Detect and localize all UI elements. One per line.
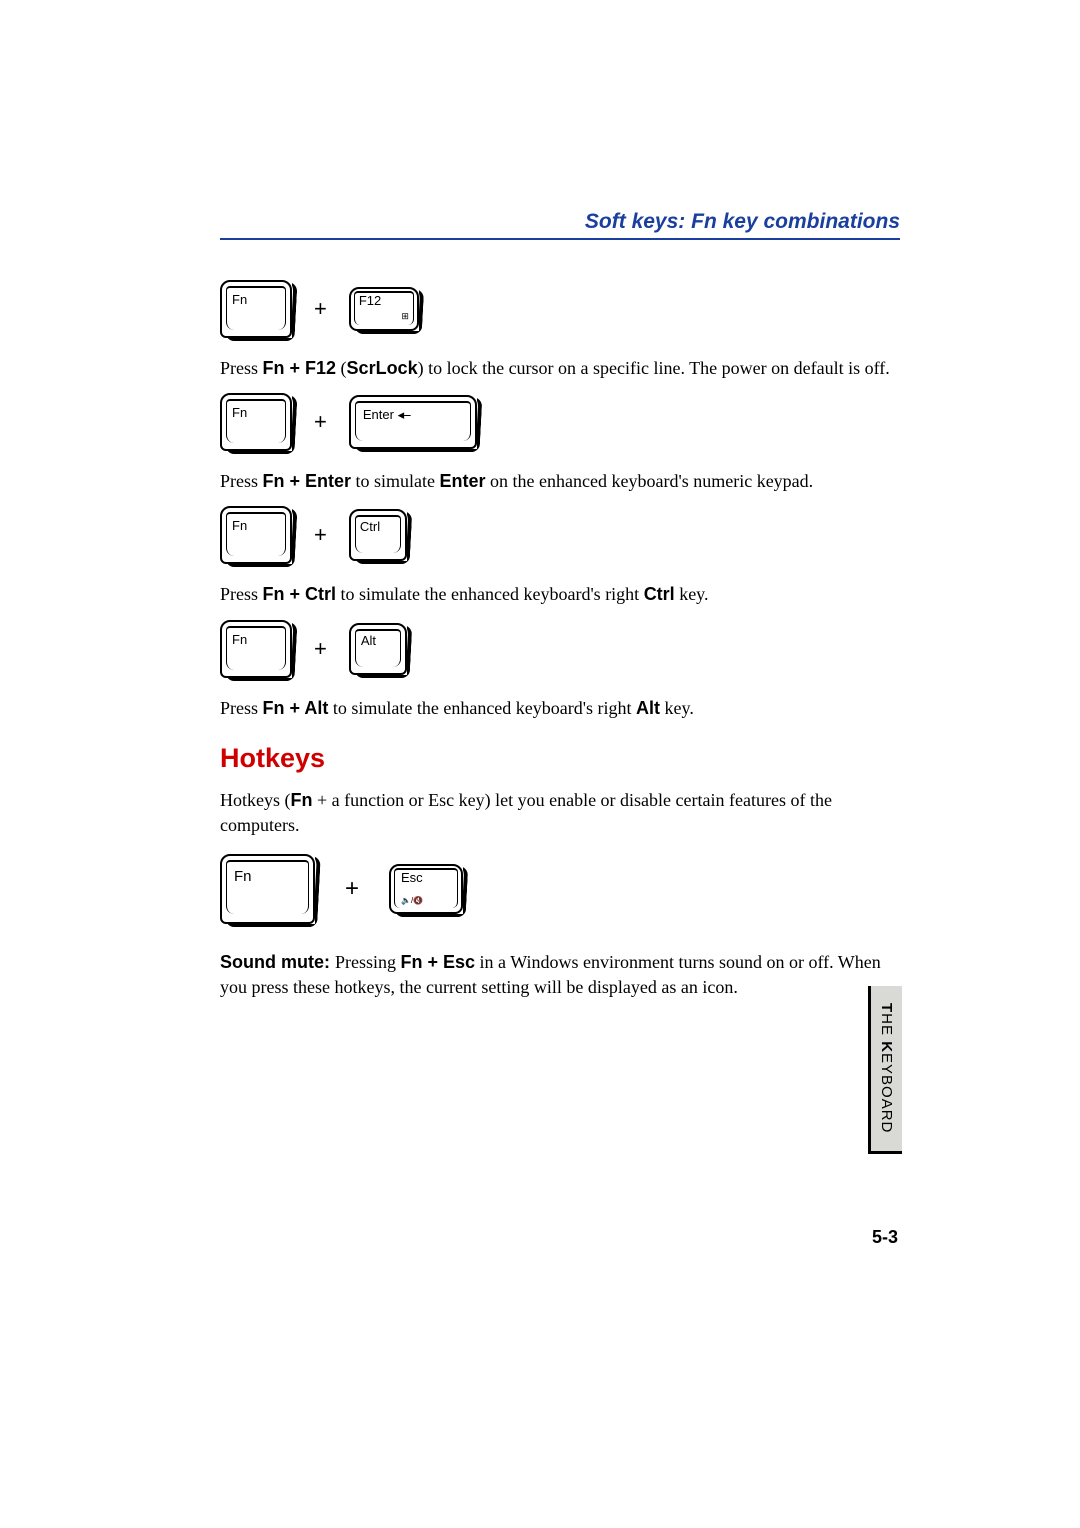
fn-enter-description: Press Fn + Enter to simulate Enter on th… <box>220 469 900 494</box>
text: to simulate the enhanced keyboard's righ… <box>336 584 644 604</box>
alt-key-label: Alt <box>361 633 376 648</box>
fn-key-label: Fn <box>232 632 247 647</box>
text: Press <box>220 471 263 491</box>
enter-key-label: Enter ◂⎯ <box>363 407 411 423</box>
fn-key-icon: Fn <box>220 393 292 451</box>
text-bold: Alt <box>636 698 660 718</box>
page-header: Soft keys: Fn key combinations <box>220 210 900 240</box>
fn-f12-description: Press Fn + F12 (ScrLock) to lock the cur… <box>220 356 900 381</box>
text-bold: Enter <box>440 471 486 491</box>
text: key. <box>660 698 694 718</box>
esc-sub-icon: 🔈/🔇 <box>401 896 423 905</box>
page-number: 5-3 <box>872 1227 898 1248</box>
f12-key-label: F12 <box>359 293 381 308</box>
text-bold: Fn + Ctrl <box>263 584 337 604</box>
text: EYBOARD <box>878 1053 895 1133</box>
key-row-fn-enter: Fn + Enter ◂⎯ <box>220 393 900 451</box>
text: Press <box>220 698 263 718</box>
page-content: Soft keys: Fn key combinations Fn + F12 … <box>0 0 1080 1113</box>
fn-key-icon: Fn <box>220 854 315 924</box>
key-row-fn-esc: Fn + Esc 🔈/🔇 <box>220 854 900 924</box>
hotkeys-heading: Hotkeys <box>220 743 900 774</box>
text: HE <box>878 1013 895 1041</box>
text-bold: Fn + Enter <box>263 471 352 491</box>
fn-key-icon: Fn <box>220 506 292 564</box>
text-bold: ScrLock <box>347 358 418 378</box>
side-tab: THE KEYBOARD <box>868 986 902 1154</box>
fn-key-label: Fn <box>232 518 247 533</box>
text-bold: Fn + F12 <box>263 358 337 378</box>
plus-icon: + <box>314 636 327 662</box>
text: Hotkeys ( <box>220 790 291 810</box>
text-bold: Fn + Alt <box>263 698 329 718</box>
text-bold: Fn <box>291 790 313 810</box>
text: to simulate the enhanced keyboard's righ… <box>328 698 636 718</box>
text-bold: Fn + Esc <box>401 952 476 972</box>
sound-mute-description: Sound mute: Pressing Fn + Esc in a Windo… <box>220 950 900 1000</box>
fn-key-label: Fn <box>232 292 247 307</box>
enter-key-icon: Enter ◂⎯ <box>349 395 477 449</box>
text: key. <box>675 584 709 604</box>
side-tab-bg: THE KEYBOARD <box>871 986 902 1151</box>
f12-sub-icon: ⊞ <box>401 311 409 322</box>
plus-icon: + <box>314 522 327 548</box>
enter-arrow-icon: ◂⎯ <box>398 407 411 423</box>
fn-key-icon: Fn <box>220 620 292 678</box>
text: on the enhanced keyboard's numeric keypa… <box>486 471 814 491</box>
text: ( <box>336 358 347 378</box>
fn-key-label: Fn <box>232 405 247 420</box>
text: Enter <box>363 407 394 422</box>
text-cap: T <box>878 1003 895 1013</box>
plus-icon: + <box>314 296 327 322</box>
fn-ctrl-description: Press Fn + Ctrl to simulate the enhanced… <box>220 582 900 607</box>
ctrl-key-label: Ctrl <box>360 519 380 534</box>
text: Press <box>220 584 263 604</box>
header-title: Soft keys: Fn key combinations <box>220 210 900 234</box>
key-row-fn-alt: Fn + Alt <box>220 620 900 678</box>
esc-key-icon: Esc 🔈/🔇 <box>389 864 463 914</box>
text: to simulate <box>351 471 440 491</box>
ctrl-key-icon: Ctrl <box>349 509 407 561</box>
f12-key-icon: F12 ⊞ <box>349 287 419 331</box>
key-row-fn-ctrl: Fn + Ctrl <box>220 506 900 564</box>
plus-icon: + <box>314 409 327 435</box>
text: + a function or Esc key) let you enable … <box>220 790 832 835</box>
header-rule <box>220 238 900 240</box>
fn-key-label: Fn <box>234 868 252 885</box>
text: ) to lock the cursor on a specific line.… <box>418 358 890 378</box>
side-tab-label: THE KEYBOARD <box>878 1003 895 1133</box>
alt-key-icon: Alt <box>349 623 407 675</box>
fn-alt-description: Press Fn + Alt to simulate the enhanced … <box>220 696 900 721</box>
text: Press <box>220 358 263 378</box>
text: Pressing <box>335 952 401 972</box>
key-row-fn-f12: Fn + F12 ⊞ <box>220 280 900 338</box>
fn-key-icon: Fn <box>220 280 292 338</box>
hotkeys-intro: Hotkeys (Fn + a function or Esc key) let… <box>220 788 900 838</box>
text-cap: K <box>878 1041 895 1053</box>
text-bold: Ctrl <box>644 584 675 604</box>
esc-key-label: Esc <box>401 870 423 885</box>
plus-icon: + <box>345 875 359 903</box>
text-bold: Sound mute: <box>220 952 335 972</box>
